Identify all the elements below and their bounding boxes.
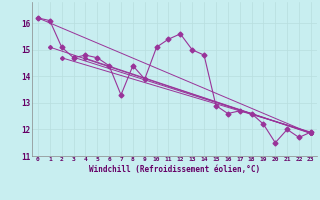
X-axis label: Windchill (Refroidissement éolien,°C): Windchill (Refroidissement éolien,°C) (89, 165, 260, 174)
